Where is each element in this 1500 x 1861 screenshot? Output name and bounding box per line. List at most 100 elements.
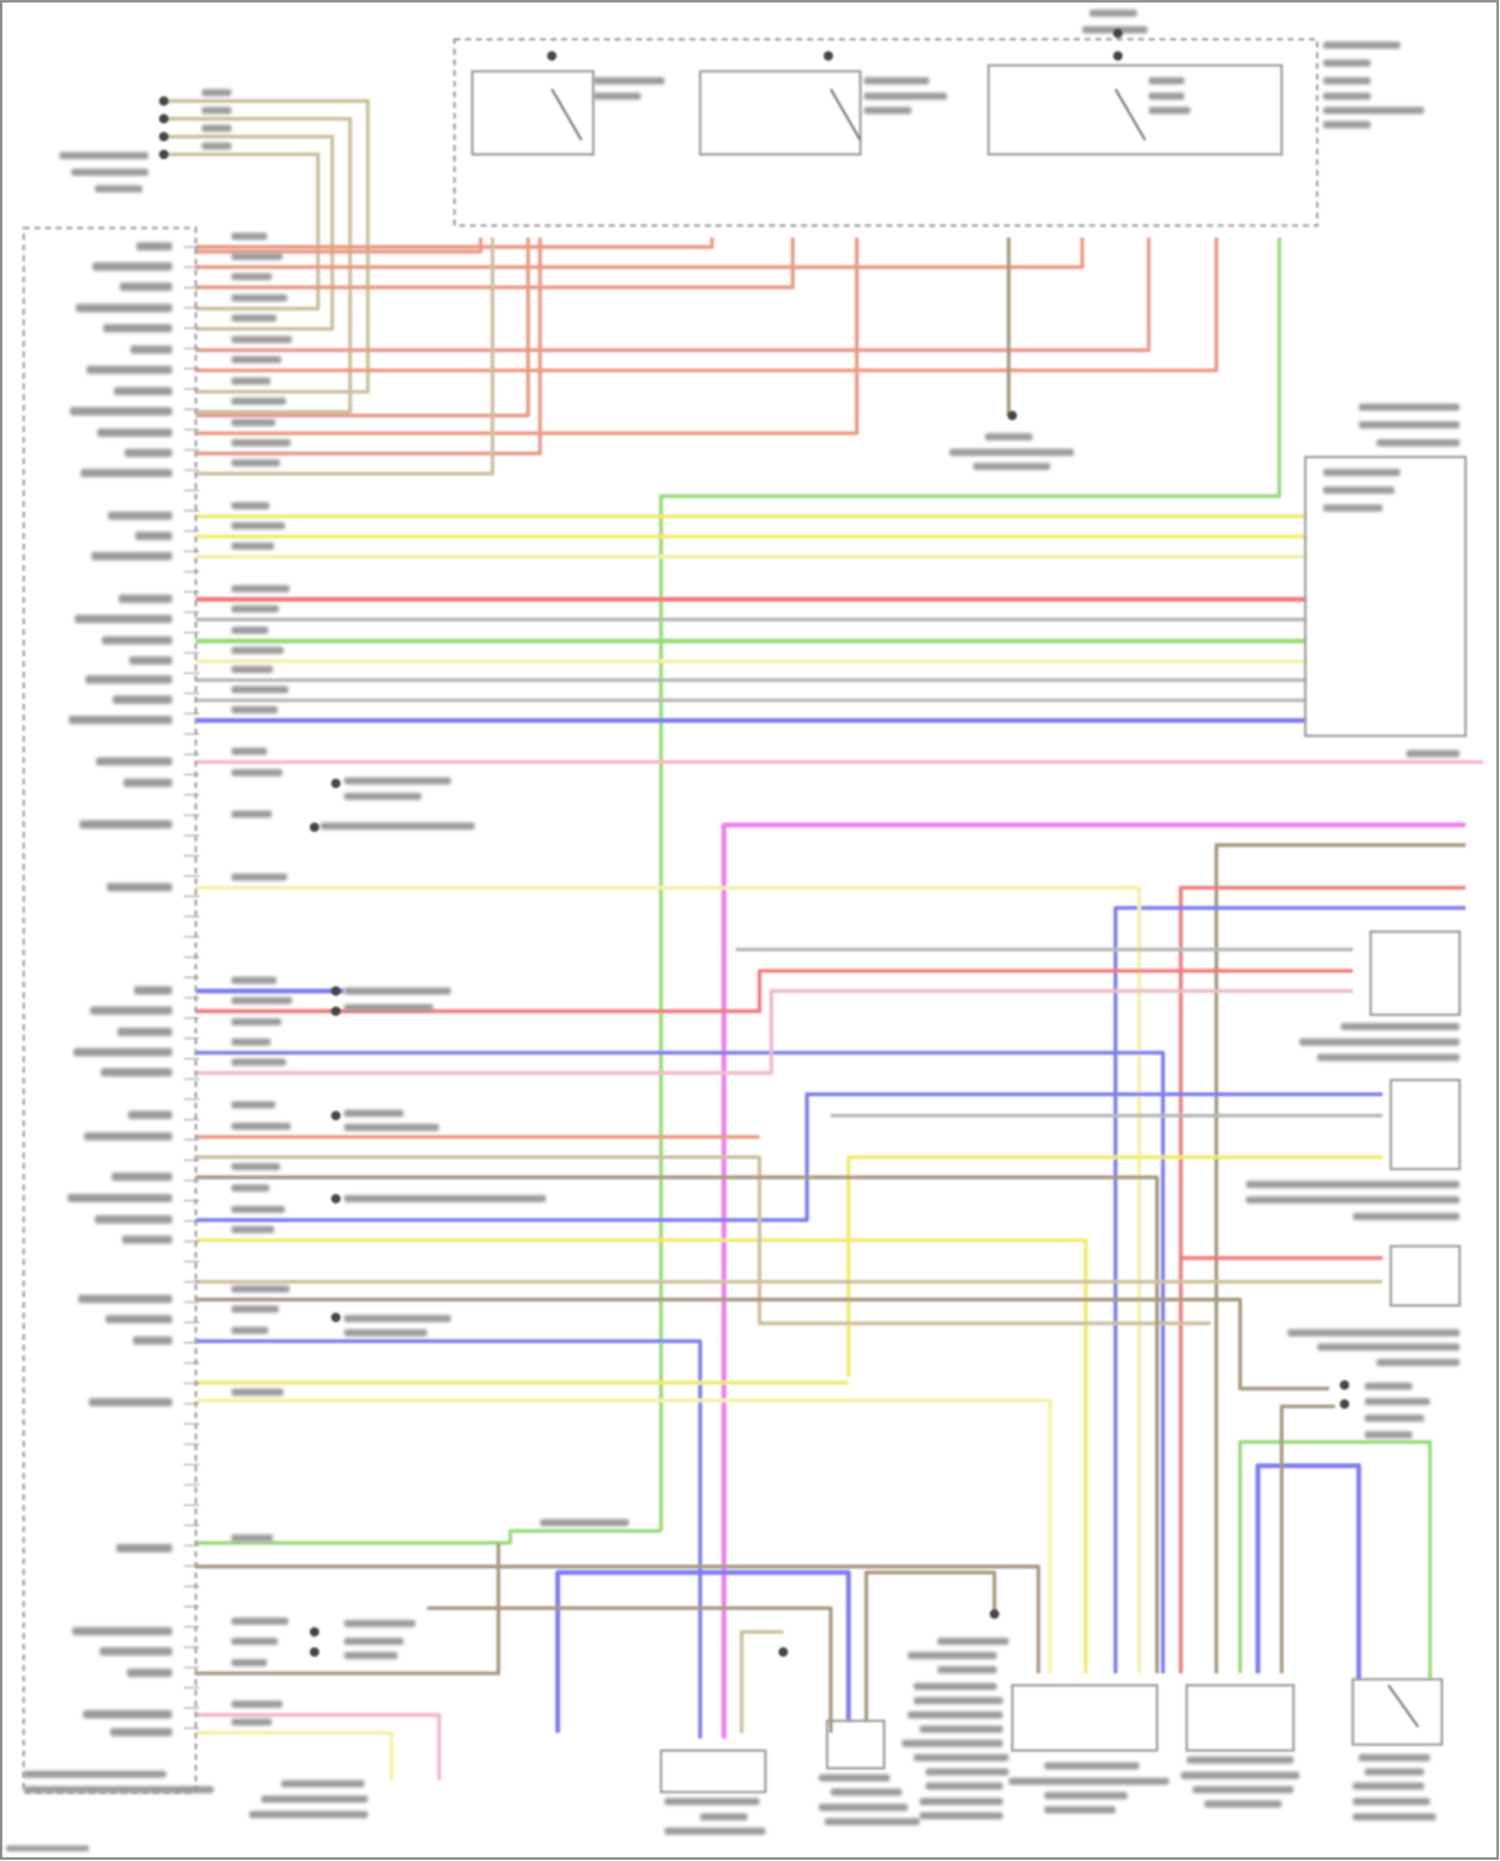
wire-lightyellow — [195, 1730, 394, 1781]
wire-magenta — [721, 822, 1466, 1739]
label — [593, 92, 641, 100]
wire-orange — [195, 237, 1151, 353]
label — [1406, 750, 1460, 758]
label — [907, 1711, 1003, 1719]
bottom-component-2 — [825, 1719, 886, 1770]
wire-tan — [166, 152, 320, 311]
label — [201, 124, 232, 132]
label — [818, 1774, 891, 1782]
label — [1317, 1343, 1460, 1351]
label — [1323, 41, 1401, 49]
relay-switch — [829, 88, 862, 141]
ground-icon — [159, 96, 169, 106]
wire-brown — [1279, 1404, 1336, 1674]
labels-layer — [5, 9, 1460, 1852]
ground-icon — [547, 51, 557, 61]
label — [1317, 1053, 1460, 1062]
wire-pink — [195, 989, 1353, 1075]
label — [79, 820, 173, 829]
ground-icon — [331, 1312, 341, 1323]
wire-lightyellow — [195, 1398, 1053, 1674]
label — [231, 1163, 281, 1171]
label — [1323, 106, 1425, 115]
label — [89, 1398, 173, 1407]
wire-blue — [195, 1050, 1165, 1674]
label — [863, 106, 912, 115]
label — [84, 1132, 173, 1141]
ground-icon — [331, 1006, 341, 1016]
bottom-component-1 — [659, 1749, 767, 1794]
label — [201, 89, 232, 97]
label — [1323, 121, 1371, 129]
wire-orange — [195, 237, 483, 254]
label — [1323, 504, 1383, 512]
label — [231, 273, 272, 281]
label — [71, 168, 149, 176]
ground-icon — [823, 51, 834, 61]
label — [59, 152, 149, 160]
label — [129, 656, 173, 665]
wire-green — [195, 1529, 661, 1545]
label — [92, 262, 173, 271]
label — [700, 1813, 748, 1821]
label — [231, 1058, 286, 1066]
label — [112, 695, 173, 704]
bottom-relay — [1351, 1678, 1444, 1746]
label — [119, 282, 173, 291]
label — [117, 1027, 173, 1037]
label — [1246, 1196, 1460, 1204]
relay-2 — [698, 70, 862, 156]
label — [91, 551, 173, 561]
wire-tan — [195, 237, 495, 476]
wire-blue — [1255, 1463, 1362, 1680]
label — [1364, 1431, 1413, 1439]
label — [231, 1305, 279, 1313]
relay-switch — [550, 88, 583, 141]
label — [1089, 9, 1137, 17]
wire-orange — [195, 237, 542, 456]
label — [231, 976, 277, 984]
label — [5, 1845, 90, 1852]
label — [1323, 59, 1371, 67]
label — [973, 462, 1051, 471]
label — [231, 1101, 276, 1109]
label — [94, 1215, 173, 1224]
wire-pink — [195, 1713, 441, 1781]
label — [231, 585, 290, 593]
label — [111, 1172, 173, 1181]
control-module-connector — [22, 226, 197, 1794]
label — [593, 77, 665, 85]
label — [107, 511, 173, 520]
label — [344, 1637, 404, 1645]
label — [1358, 403, 1460, 411]
label — [919, 1797, 1003, 1806]
label — [344, 1123, 440, 1132]
label — [103, 324, 173, 333]
label — [231, 397, 286, 405]
label — [100, 1068, 173, 1077]
label — [106, 883, 173, 892]
ground-icon — [159, 131, 169, 142]
label — [231, 1700, 283, 1708]
label — [231, 314, 277, 322]
label — [664, 1797, 760, 1806]
label — [231, 1388, 284, 1396]
relay-switch — [1114, 88, 1147, 141]
label — [102, 636, 173, 645]
label — [94, 185, 143, 193]
right-sensor-module — [1304, 455, 1467, 738]
relay-1 — [471, 70, 595, 156]
ground-icon — [331, 986, 341, 996]
wire-brown — [427, 1606, 833, 1733]
label — [261, 1795, 368, 1803]
ground-icon — [778, 1647, 788, 1657]
label — [231, 252, 283, 261]
label — [1287, 1329, 1460, 1337]
label — [1246, 1180, 1460, 1189]
label — [344, 792, 422, 800]
label — [344, 1109, 404, 1117]
label — [231, 747, 268, 755]
components-layer — [22, 38, 1467, 1794]
label — [1352, 1212, 1460, 1221]
ground-icon — [1007, 410, 1018, 421]
